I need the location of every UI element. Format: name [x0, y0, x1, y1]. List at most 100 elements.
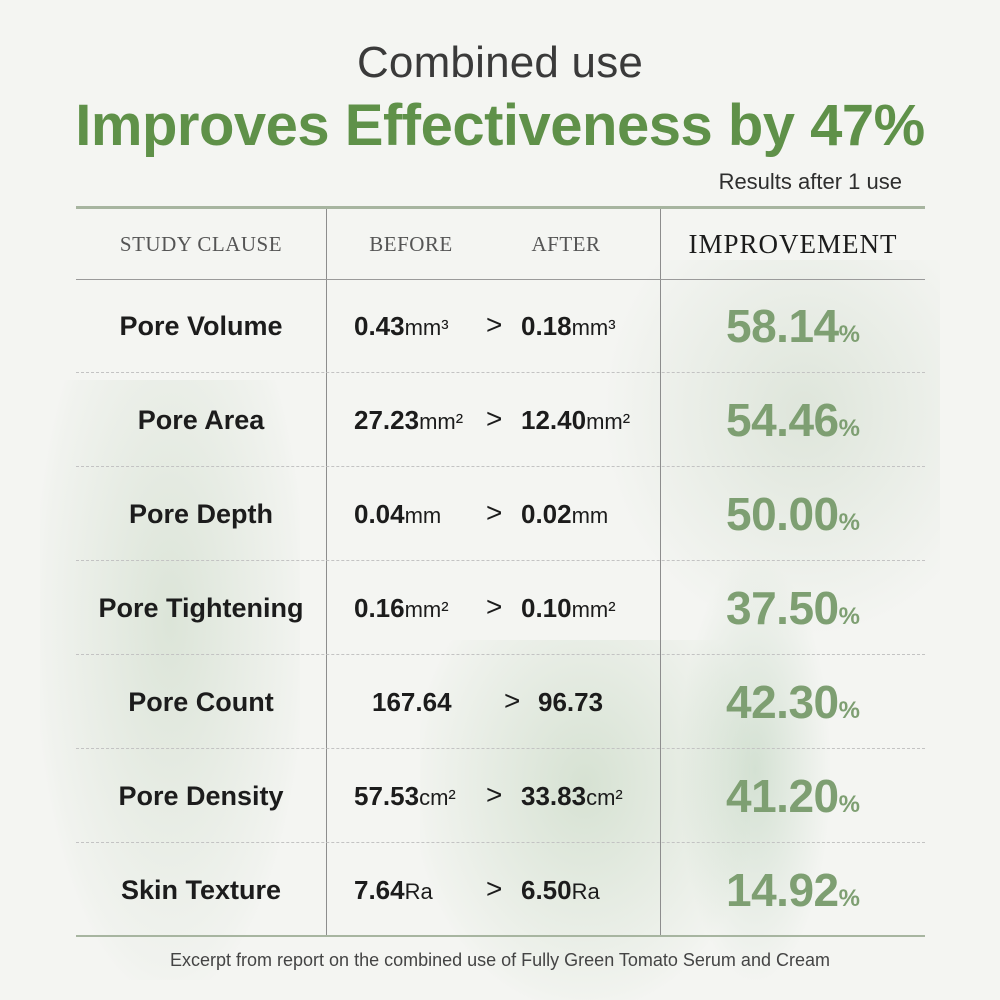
percent-sign: % — [838, 791, 860, 818]
percent-sign: % — [838, 321, 860, 348]
header-improvement: IMPROVEMENT — [688, 229, 898, 259]
study-results-table: STUDY CLAUSE BEFORE AFTER IMPROVEMENT Po… — [76, 206, 925, 938]
footer-note: Excerpt from report on the combined use … — [170, 950, 830, 970]
row-after-value: 12.40mm² — [521, 373, 630, 467]
before-unit: mm² — [419, 409, 464, 434]
row-before-value: 27.23mm² — [354, 373, 463, 467]
header-after: AFTER — [531, 232, 601, 256]
row-before-value: 0.43mm³ — [354, 279, 449, 373]
before-unit: mm³ — [404, 315, 449, 340]
before-number: 167.64 — [372, 687, 452, 717]
table-row: Pore Count 167.64 > 96.73 42.30% — [76, 655, 925, 749]
row-after-value: 0.02mm — [521, 467, 608, 561]
after-number: 33.83 — [521, 781, 587, 811]
row-clause: Skin Texture — [120, 875, 282, 905]
after-number: 96.73 — [538, 687, 604, 717]
table-row: Pore Area 27.23mm² > 12.40mm² 54.46% — [76, 373, 925, 467]
percent-sign: % — [838, 509, 860, 536]
row-before-value: 0.04mm — [354, 467, 441, 561]
before-unit: mm² — [404, 597, 449, 622]
arrow-glyph: > — [486, 779, 503, 810]
row-before-value: 7.64Ra — [354, 843, 433, 937]
row-separator — [76, 372, 925, 373]
after-number: 0.10 — [521, 593, 572, 623]
table-header: STUDY CLAUSE BEFORE AFTER IMPROVEMENT — [76, 209, 925, 280]
after-unit: mm³ — [571, 315, 616, 340]
improvement-value: 54.46 — [726, 394, 839, 446]
row-improvement: 50.00% — [661, 467, 925, 561]
percent-sign: % — [838, 885, 860, 912]
table-row: Pore Density 57.53cm² > 33.83cm² 41.20% — [76, 749, 925, 843]
arrow-glyph: > — [504, 685, 521, 716]
after-number: 6.50 — [521, 875, 572, 905]
percent-sign: % — [838, 415, 860, 442]
improvement-value: 42.30 — [726, 676, 839, 728]
header-study-clause: STUDY CLAUSE — [119, 232, 283, 256]
row-after-value: 6.50Ra — [521, 843, 600, 937]
improvement-value: 50.00 — [726, 488, 839, 540]
row-clause: Pore Tightening — [98, 593, 304, 623]
row-after-value: 33.83cm² — [521, 749, 623, 843]
row-after-value: 96.73 — [538, 655, 603, 749]
row-clause: Pore Volume — [119, 311, 283, 341]
header-headline: Improves Effectiveness by 47% — [75, 93, 925, 158]
row-clause: Pore Depth — [128, 499, 274, 529]
row-improvement: 37.50% — [661, 561, 925, 655]
row-before-value: 0.16mm² — [354, 561, 449, 655]
row-improvement: 58.14% — [661, 279, 925, 373]
percent-sign: % — [838, 603, 860, 630]
after-unit: mm² — [571, 597, 616, 622]
after-number: 0.02 — [521, 499, 572, 529]
improvement-value: 14.92 — [726, 864, 839, 916]
results-note: Results after 1 use — [718, 169, 902, 194]
row-separator — [76, 748, 925, 749]
row-improvement: 14.92% — [661, 843, 925, 937]
table-row: Skin Texture 7.64Ra > 6.50Ra 14.92% — [76, 843, 925, 937]
after-number: 12.40 — [521, 405, 587, 435]
table-row: Pore Volume 0.43mm³ > 0.18mm³ 58.14% — [76, 279, 925, 373]
arrow-glyph: > — [486, 591, 503, 622]
before-unit: cm² — [419, 785, 456, 810]
before-number: 7.64 — [354, 875, 405, 905]
after-number: 0.18 — [521, 311, 572, 341]
after-unit: Ra — [571, 879, 600, 904]
after-unit: cm² — [586, 785, 623, 810]
after-unit: mm² — [586, 409, 631, 434]
row-after-value: 0.18mm³ — [521, 279, 616, 373]
table-row: Pore Depth 0.04mm > 0.02mm 50.00% — [76, 467, 925, 561]
row-after-value: 0.10mm² — [521, 561, 616, 655]
after-unit: mm — [571, 503, 609, 528]
column-divider — [660, 209, 661, 935]
before-unit: Ra — [404, 879, 433, 904]
row-improvement: 54.46% — [661, 373, 925, 467]
row-improvement: 41.20% — [661, 749, 925, 843]
before-unit: mm — [404, 503, 442, 528]
improvement-value: 41.20 — [726, 770, 839, 822]
before-number: 0.16 — [354, 593, 405, 623]
improvement-value: 58.14 — [726, 300, 839, 352]
before-number: 27.23 — [354, 405, 420, 435]
row-improvement: 42.30% — [661, 655, 925, 749]
row-separator — [76, 842, 925, 843]
row-separator — [76, 466, 925, 467]
row-before-value: 57.53cm² — [354, 749, 456, 843]
before-number: 57.53 — [354, 781, 420, 811]
header-before: BEFORE — [369, 232, 453, 256]
row-clause: Pore Count — [128, 687, 274, 717]
column-divider — [326, 209, 327, 935]
improvement-value: 37.50 — [726, 582, 839, 634]
arrow-glyph: > — [486, 403, 503, 434]
table-top-rule — [76, 206, 925, 209]
arrow-glyph: > — [486, 873, 503, 904]
arrow-glyph: > — [486, 497, 503, 528]
percent-sign: % — [838, 697, 860, 724]
arrow-glyph: > — [486, 309, 503, 340]
header-subtitle: Combined use — [356, 38, 644, 87]
table-row: Pore Tightening 0.16mm² > 0.10mm² 37.50% — [76, 561, 925, 655]
row-clause: Pore Area — [137, 405, 265, 435]
row-separator — [76, 560, 925, 561]
before-number: 0.04 — [354, 499, 405, 529]
row-before-value: 167.64 — [372, 655, 452, 749]
row-separator — [76, 654, 925, 655]
table-bottom-rule — [76, 935, 925, 937]
